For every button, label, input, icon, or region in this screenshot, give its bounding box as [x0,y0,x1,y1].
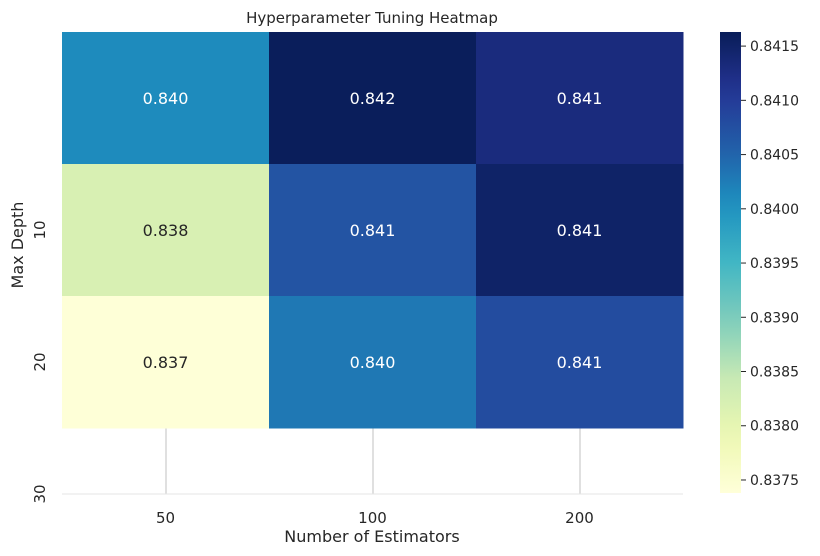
cell-value-label: 0.841 [557,221,603,240]
heatmap-cell [269,32,477,165]
heatmap-cell [476,32,684,165]
cell-value-label: 0.840 [143,89,189,108]
heatmap-cell [62,164,270,297]
colorbar-tick-label: 0.8375 [750,473,799,489]
colorbar-tick-label: 0.8400 [750,202,799,218]
y-tick-label: 10 [31,220,49,239]
x-tick-labels: 50 100 200 [156,509,594,527]
heatmap-cell [62,32,270,165]
colorbar [720,32,741,493]
chart-title: Hyperparameter Tuning Heatmap [246,9,498,27]
cell-value-label: 0.842 [350,89,396,108]
heatmap-cell [476,164,684,297]
colorbar-tick-label: 0.8415 [750,39,799,55]
x-tick-label: 100 [358,509,387,527]
y-tick-label: 20 [31,352,49,371]
cell-value-label: 0.841 [557,353,603,372]
heatmap-cells: 0.840 0.842 0.841 0.838 0.841 0.841 0.837 0.840… [62,32,684,429]
colorbar-tick-label: 0.8405 [750,148,799,164]
heatmap-cell [269,164,477,297]
heatmap-cell [269,296,477,429]
cell-value-label: 0.838 [143,221,189,240]
colorbar-tick-label: 0.8410 [750,93,799,109]
cell-value-label: 0.841 [557,89,603,108]
x-axis-label: Number of Estimators [284,527,459,546]
heatmap-cell [476,296,684,429]
colorbar-tick-label: 0.8385 [750,365,799,381]
heatmap-cell [62,296,270,429]
colorbar-tick-label: 0.8395 [750,256,799,272]
y-tick-labels: 10 20 30 [31,220,49,503]
y-axis-label: Max Depth [8,202,27,289]
cell-value-label: 0.837 [143,353,189,372]
x-tick-label: 50 [156,509,175,527]
colorbar-tick-label: 0.8380 [750,419,799,435]
cell-value-label: 0.840 [350,353,396,372]
y-tick-label: 30 [31,484,49,503]
cell-value-label: 0.841 [350,221,396,240]
x-tick-label: 200 [565,509,594,527]
colorbar-ticks: 0.8375 0.8380 0.8385 0.8390 0.8395 0.8400 0.84… [741,39,799,489]
colorbar-tick-label: 0.8390 [750,310,799,326]
